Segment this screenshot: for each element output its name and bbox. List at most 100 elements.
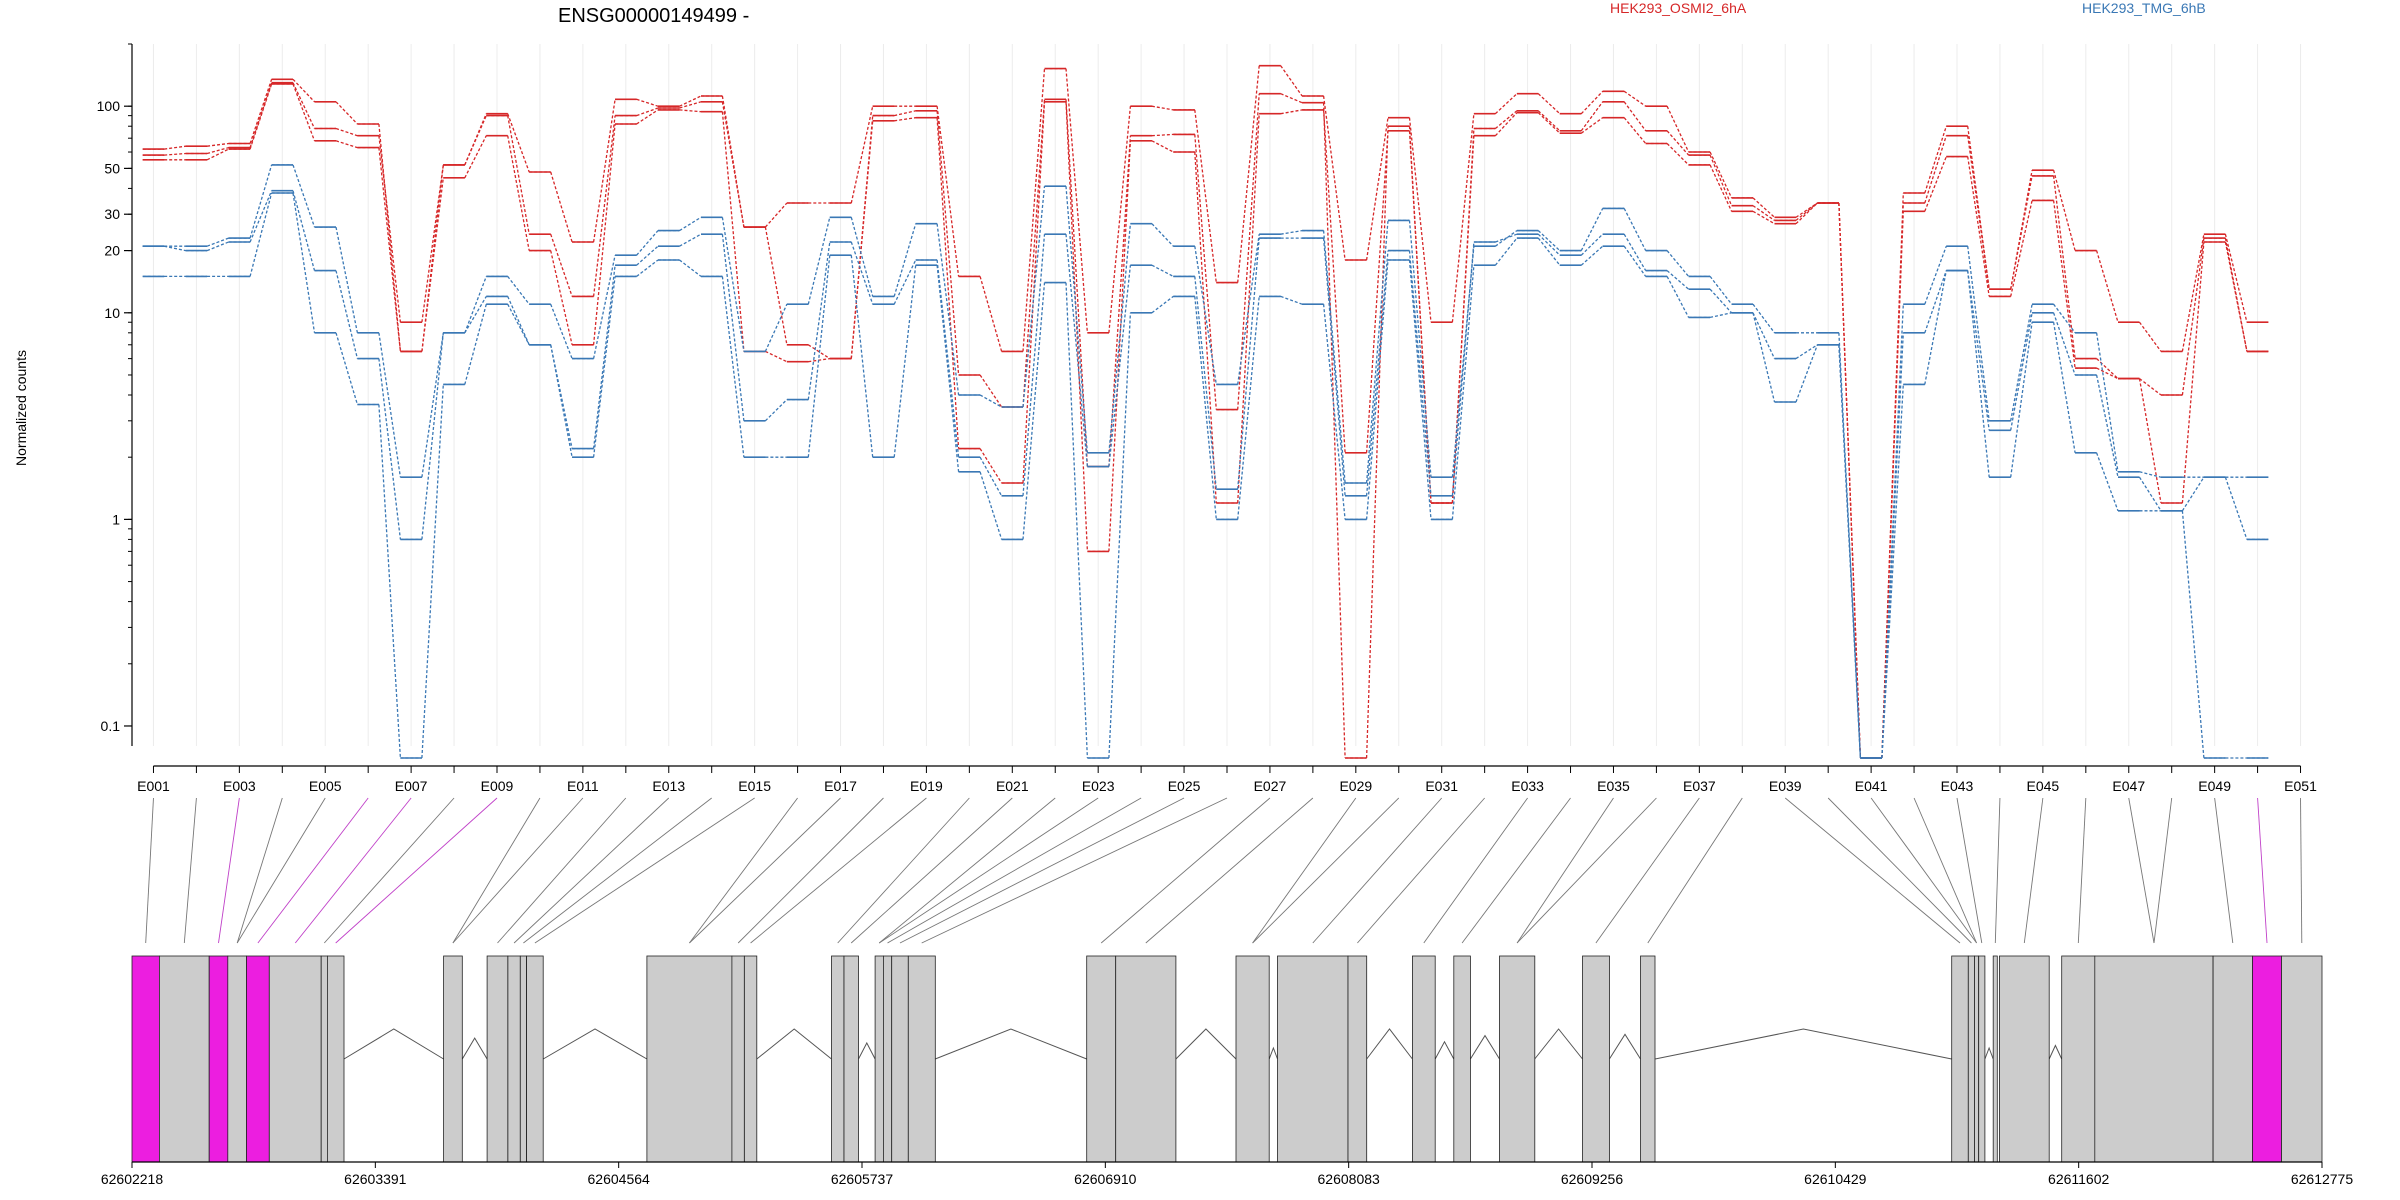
exon-block — [1582, 955, 1610, 1163]
exon-connector — [2153, 797, 2173, 944]
exon-connector — [878, 797, 1099, 944]
exon-block — [1235, 955, 1270, 1163]
series-lines — [142, 64, 2269, 759]
exon-block — [1453, 955, 1471, 1163]
y-tick-label: 20 — [104, 243, 120, 259]
exon-block — [874, 955, 884, 1163]
exon-connector — [1827, 797, 1972, 944]
exon-block — [907, 955, 936, 1163]
exon-block — [1115, 955, 1177, 1163]
series-level — [142, 189, 2269, 759]
exon-connector — [689, 797, 798, 944]
exon-block — [2094, 955, 2214, 1163]
series-level — [142, 164, 2269, 759]
exon-connector — [2128, 797, 2155, 944]
exon-connector — [183, 797, 197, 944]
exon-connectors — [145, 797, 2303, 944]
series-level — [142, 64, 2269, 759]
exon-connector — [1100, 797, 1271, 944]
y-axis: 0.1 1 10 20 30 50 100 — [97, 43, 133, 746]
exon-connector — [1647, 797, 1743, 944]
intron-line — [1534, 1028, 1583, 1060]
x-tick-label: E021 — [996, 778, 1029, 794]
exon-block — [158, 955, 210, 1163]
exon-connector — [145, 797, 154, 944]
intron-line — [2048, 1044, 2063, 1060]
exon-block — [731, 955, 745, 1163]
exon-block — [831, 955, 845, 1163]
exon-connector — [737, 797, 884, 944]
exon-block — [744, 955, 758, 1163]
x-tick-label: E003 — [223, 778, 256, 794]
coord-tick-label: 62602218 — [101, 1171, 164, 1187]
exon-connector — [497, 797, 627, 944]
intron-line — [1366, 1028, 1413, 1060]
exon-block — [519, 955, 527, 1163]
exon-block — [1347, 955, 1368, 1163]
series-line — [142, 164, 2269, 759]
intron-line — [858, 1041, 876, 1060]
coord-tick-label: 62611602 — [2048, 1171, 2109, 1187]
exon-connector — [1145, 797, 1314, 944]
coord-tick-label: 62609256 — [1561, 1171, 1624, 1187]
exon-block-highlight — [2252, 955, 2282, 1163]
x-tick-label: E001 — [137, 778, 170, 794]
exon-block — [227, 955, 247, 1163]
exon-block — [1640, 955, 1656, 1163]
x-tick-label: E041 — [1855, 778, 1888, 794]
x-tick-label: E049 — [2198, 778, 2231, 794]
exon-block — [1412, 955, 1436, 1163]
x-tick-label: E043 — [1941, 778, 1974, 794]
exon-connector — [837, 797, 970, 944]
coordinate-axis: 62602218 62603391 62604564 62605737 62606910… — [101, 1161, 2353, 1187]
exon-block — [268, 955, 322, 1163]
intron-line — [1655, 1028, 1952, 1060]
x-tick-label: E025 — [1168, 778, 1201, 794]
exon-connector — [1784, 797, 1961, 944]
exon-connector — [1516, 797, 1657, 944]
intron-line — [1469, 1034, 1500, 1060]
exon-block — [1277, 955, 1349, 1163]
series-line — [142, 192, 2269, 759]
exon-connector — [921, 797, 1228, 944]
exon-connector — [1461, 797, 1571, 944]
exon-connector — [1252, 797, 1357, 944]
x-tick-label: E033 — [1511, 778, 1544, 794]
x-tick-label: E031 — [1425, 778, 1458, 794]
exon-block — [1967, 955, 1975, 1163]
intron-line — [935, 1028, 1087, 1060]
intron-line — [461, 1037, 488, 1060]
intron-line — [1434, 1040, 1455, 1060]
exon-connector — [1595, 797, 1700, 944]
chart-title: ENSG00000149499 - — [558, 5, 749, 27]
exon-connector — [2023, 797, 2044, 944]
intron-line — [756, 1028, 832, 1060]
series-level — [142, 192, 2269, 759]
series-line — [142, 82, 2269, 759]
y-tick-label: 30 — [104, 206, 120, 222]
vertical-grid — [152, 44, 2302, 746]
exon-block — [443, 955, 463, 1163]
exon-connector — [1516, 797, 1614, 944]
legend-tmg: HEK293_TMG_6hB — [2082, 0, 2206, 16]
exon-connector — [1913, 797, 1978, 944]
intron-line — [1984, 1046, 1994, 1060]
coord-tick-label: 62603391 — [344, 1171, 407, 1187]
exon-block — [486, 955, 509, 1163]
x-tick-label: E051 — [2284, 778, 2317, 794]
y-tick-label: 10 — [104, 305, 120, 321]
exon-axis: E001 E003 E005 E007 E009 E011 E013 E015 E017 E019… — [137, 765, 2317, 794]
intron-line — [343, 1028, 444, 1060]
exon-connector — [1312, 797, 1443, 944]
exon-connector — [1956, 797, 1983, 944]
x-tick-label: E007 — [395, 778, 428, 794]
coord-tick-label: 62606910 — [1074, 1171, 1137, 1187]
intron-line — [1175, 1028, 1237, 1060]
exon-block — [507, 955, 521, 1163]
exon-connector — [294, 797, 412, 944]
series-level — [142, 83, 2269, 759]
exon-block — [326, 955, 345, 1163]
exon-block — [843, 955, 859, 1163]
exon-connector — [452, 797, 584, 944]
